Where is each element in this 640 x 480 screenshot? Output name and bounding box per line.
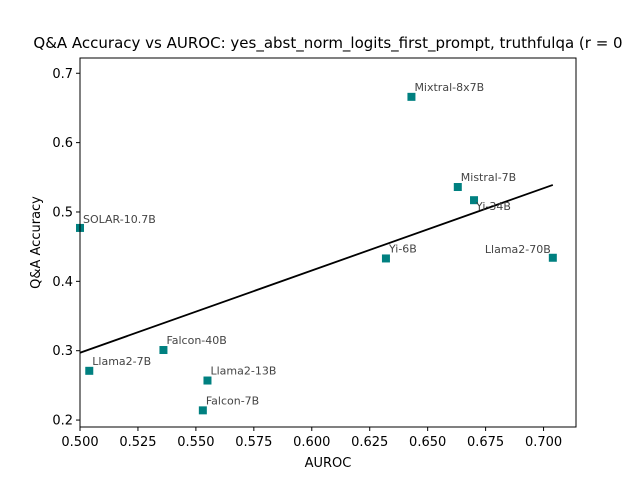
y-tick-label: 0.2 [52,414,73,429]
chart-title: Q&A Accuracy vs AUROC: yes_abst_norm_log… [33,34,622,53]
data-point-label: Llama2-70B [485,243,551,256]
data-point-llama2-13b [203,376,212,385]
x-tick-label: 0.700 [525,435,562,450]
data-point-label: Yi-6B [388,242,417,255]
x-tick-label: 0.500 [61,435,98,450]
data-point-label: Falcon-7B [206,394,259,407]
data-point-label: Falcon-40B [166,334,226,347]
data-point-label: Mixtral-8x7B [414,81,484,94]
plot-frame [79,57,577,428]
x-axis-label: AUROC [305,456,352,471]
x-tick-label: 0.575 [235,435,272,450]
x-tick-label: 0.550 [177,435,214,450]
x-tick-label: 0.675 [467,435,504,450]
data-point-llama2-70b [548,253,557,262]
y-tick-label: 0.4 [52,275,73,290]
data-point-yi-34b [470,196,479,205]
y-tick-label: 0.7 [52,67,73,82]
data-point-label: Llama2-7B [92,355,151,368]
data-point-falcon-40b [159,346,168,355]
data-point-mixtral-8x7b [407,92,416,101]
trend-line [79,184,554,354]
x-tick-label: 0.525 [119,435,156,450]
data-point-label: Llama2-13B [210,365,276,378]
data-point-label: SOLAR-10.7B [83,213,156,226]
data-point-yi-6b [381,254,390,263]
x-tick-label: 0.625 [351,435,388,450]
data-point-llama2-7b [85,366,94,375]
y-tick-label: 0.5 [52,205,73,220]
data-point-mistral-7b [453,183,462,192]
y-tick-label: 0.3 [52,344,73,359]
data-point-label: Yi-34B [475,200,511,213]
data-point-falcon-7b [198,406,207,415]
x-tick-label: 0.650 [409,435,446,450]
data-point-label: Mistral-7B [461,171,516,184]
y-axis-label: Q&A Accuracy [29,196,44,289]
x-tick-label: 0.600 [293,435,330,450]
y-tick-label: 0.6 [52,136,73,151]
